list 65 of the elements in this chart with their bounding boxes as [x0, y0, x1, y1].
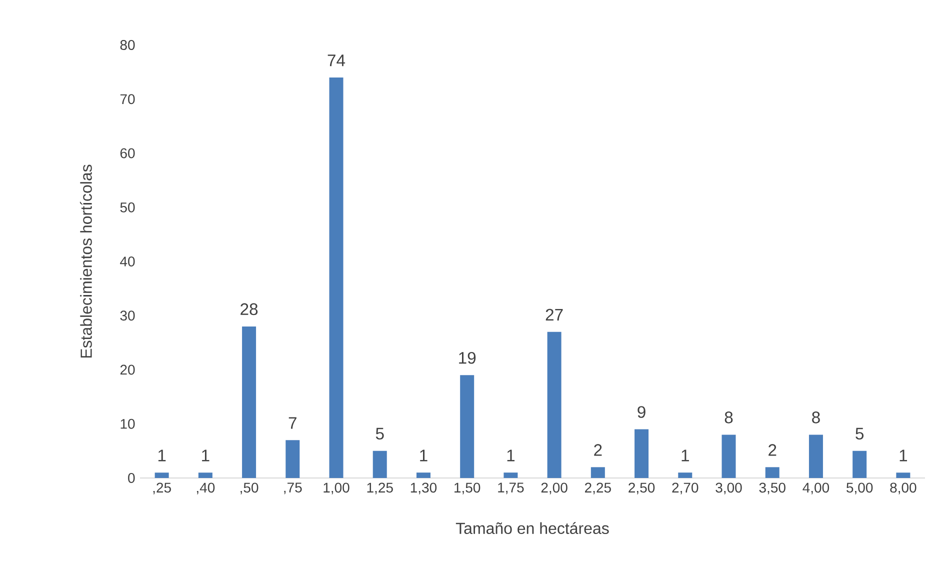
bar [765, 467, 780, 478]
data-label: 1 [507, 450, 515, 462]
data-label: 1 [158, 450, 166, 462]
y-axis-title: Establecimientos hortícolas [80, 164, 92, 358]
y-tick-label: 70 [120, 94, 135, 104]
data-label: 5 [376, 428, 384, 440]
data-label: 2 [768, 444, 776, 456]
bar [286, 440, 300, 478]
data-label: 1 [202, 450, 210, 462]
data-label: 1 [420, 450, 428, 462]
x-tick-label: ,50 [240, 482, 258, 494]
x-tick-label: 1,30 [410, 482, 437, 494]
y-tick-label: 80 [120, 40, 135, 50]
data-label: 8 [724, 412, 733, 424]
data-label: 27 [546, 308, 563, 320]
data-label: 28 [240, 303, 258, 316]
x-tick-label: 3,00 [716, 482, 742, 494]
bar [460, 375, 474, 478]
data-label: 9 [638, 406, 646, 418]
x-axis-title: Tamaño en hectáreas [456, 522, 609, 534]
x-tick-label: ,40 [196, 482, 215, 494]
x-tick-label: 5,00 [846, 482, 873, 494]
bar [198, 472, 212, 478]
bar [372, 450, 387, 478]
bar [678, 472, 692, 478]
x-tick-label: 1,50 [454, 482, 480, 494]
x-tick-label: ,25 [153, 482, 171, 494]
data-label: 5 [856, 428, 864, 440]
y-tick-label: 40 [120, 256, 135, 266]
y-tick-label: 10 [120, 418, 135, 429]
x-tick-label: 2,25 [585, 482, 611, 494]
data-label: 1 [682, 450, 689, 462]
x-tick-label: 4,00 [802, 482, 830, 494]
x-tick-label: 2,00 [541, 482, 568, 494]
bar [154, 472, 169, 478]
bar [722, 434, 736, 478]
bar [852, 450, 867, 478]
bar [416, 472, 430, 478]
bar [504, 472, 518, 478]
bar [242, 326, 256, 478]
x-tick-label: ,75 [284, 482, 302, 494]
x-tick-label: 8,00 [890, 482, 916, 494]
bar [634, 429, 649, 478]
bar [808, 434, 823, 478]
bar [329, 77, 344, 478]
bar [547, 332, 562, 478]
y-tick-label: 30 [120, 310, 135, 321]
x-tick-label: 1,25 [367, 482, 393, 494]
y-tick-label: 50 [120, 202, 135, 212]
data-label: 8 [812, 412, 820, 424]
x-tick-label: 2,50 [628, 482, 655, 494]
x-tick-label: 1,75 [498, 482, 524, 494]
x-tick-label: 1,00 [324, 482, 350, 494]
y-tick-label: 60 [120, 148, 135, 158]
data-label: 19 [459, 352, 476, 364]
bar [896, 472, 910, 478]
x-tick-label: 3,50 [759, 482, 786, 494]
x-tick-label: 2,70 [672, 482, 698, 494]
data-label: 2 [594, 444, 602, 456]
data-label: 7 [288, 417, 296, 429]
y-tick-label: 20 [120, 364, 135, 375]
y-tick-label: 0 [128, 473, 135, 483]
data-label: 1 [900, 450, 908, 462]
bar [590, 467, 605, 478]
data-label: 74 [328, 54, 346, 66]
